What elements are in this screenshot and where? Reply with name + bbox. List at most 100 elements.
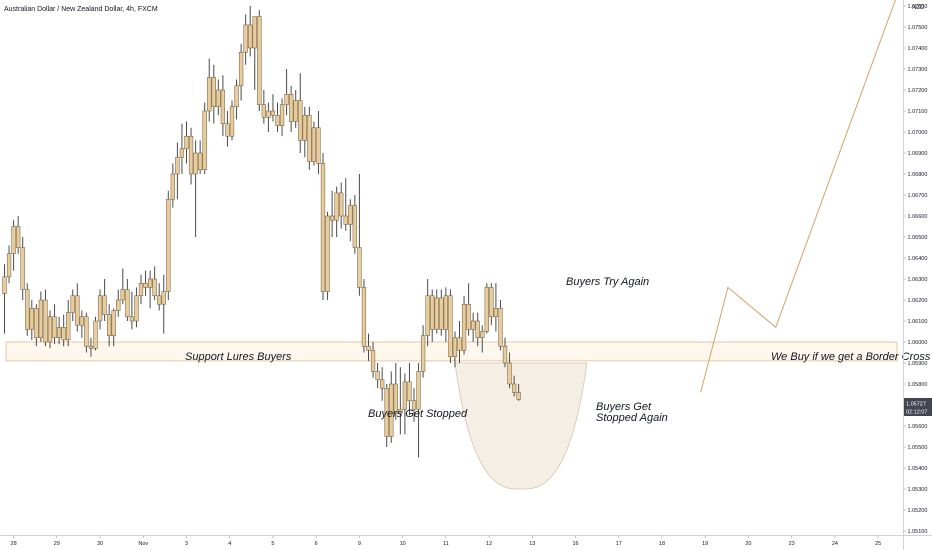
projection-path [700, 0, 896, 393]
candle-body [129, 316, 135, 322]
price-tick-label: 1.06400 [908, 256, 928, 262]
candle [307, 106, 312, 170]
candle-body [88, 345, 94, 349]
candle [6, 245, 12, 284]
time-tick-label: 3 [185, 541, 188, 547]
candle-body [116, 299, 121, 311]
candle-body [161, 291, 166, 305]
candle-body [375, 371, 380, 381]
candle-body [188, 135, 194, 175]
annotation-stopped-again-line1: Buyers Get [596, 401, 652, 413]
time-tick-label: 17 [616, 541, 622, 547]
candle-body [97, 295, 103, 322]
candle [279, 98, 285, 137]
candle-body [307, 114, 312, 162]
time-tick-label: 20 [745, 541, 751, 547]
candle-body [398, 408, 403, 414]
candle-body [466, 303, 471, 330]
candle [125, 279, 130, 321]
candle-body [25, 289, 30, 330]
candle-series [2, 6, 521, 458]
price-axis[interactable]: 1.05100 1.05200 1.05300 1.05400 1.05500 1.056… [903, 4, 928, 535]
candle [170, 163, 175, 208]
time-tick-label: 29 [54, 541, 60, 547]
candle-body [352, 205, 357, 248]
candle-body [248, 24, 253, 49]
candle-body [143, 282, 148, 288]
candle-body [229, 106, 235, 137]
price-tick-label: 1.06300 [908, 277, 928, 283]
candle [352, 195, 357, 254]
time-tick-label: 5 [271, 541, 274, 547]
candle-body [334, 192, 339, 221]
time-tick-label: 10 [400, 541, 406, 547]
candle-body [38, 299, 44, 339]
candle [466, 283, 471, 336]
candle [184, 121, 189, 164]
candle-body [339, 192, 344, 217]
price-tick-label: 1.07000 [908, 130, 928, 136]
candle-body [348, 205, 353, 225]
candle-body [111, 310, 116, 336]
candle [430, 289, 435, 342]
candle-body [275, 114, 280, 126]
candle [507, 352, 512, 389]
candle-body [79, 316, 84, 326]
price-tick-label: 1.06500 [908, 235, 928, 241]
candle-body [125, 289, 130, 318]
candle-body [216, 89, 221, 108]
candle-body [498, 308, 503, 347]
candle-body [493, 308, 499, 318]
candle [402, 373, 408, 435]
candle-body [207, 77, 212, 112]
candle [129, 291, 135, 330]
candle [84, 312, 89, 353]
candle [489, 283, 494, 326]
candle [134, 287, 139, 328]
candle [175, 142, 180, 200]
candle [225, 111, 230, 147]
candle [56, 316, 62, 345]
candle [398, 367, 403, 435]
candle [471, 312, 476, 342]
time-tick-label: 25 [875, 541, 881, 547]
candle-body [302, 114, 307, 141]
candle-body [480, 331, 485, 339]
candle-body [471, 320, 476, 330]
candle [289, 85, 294, 132]
time-tick-label: 19 [702, 541, 708, 547]
time-tick-label: 13 [529, 541, 535, 547]
candle-body [52, 316, 57, 339]
candle [261, 90, 266, 124]
candle-body [152, 278, 157, 297]
candle [143, 270, 148, 296]
time-axis[interactable]: 28 29 30 Nov 3 4 5 6 9 10 11 12 13 16 17 18 19 20 23 24 25 [11, 535, 882, 548]
candle [452, 331, 458, 368]
candle [116, 289, 121, 317]
candle [202, 102, 207, 174]
candle [502, 337, 508, 368]
candle-body [475, 320, 480, 339]
candle-body [252, 16, 257, 49]
last-price-tag: 1.05727 02:12:07 [904, 398, 932, 416]
candle-body [448, 295, 453, 357]
candle-body [184, 135, 189, 150]
candle-body [279, 104, 285, 126]
candle-body [84, 316, 89, 347]
candle [320, 153, 326, 300]
candle [439, 289, 444, 336]
time-tick-label: 23 [789, 541, 795, 547]
price-tick-label: 1.07600 [908, 4, 928, 10]
candle [389, 371, 394, 443]
candle [211, 64, 216, 124]
candle [425, 279, 430, 347]
time-tick-label: 18 [659, 541, 665, 547]
last-price-value: 1.05727 [906, 402, 926, 408]
price-tick-label: 1.05900 [908, 361, 928, 367]
candle [216, 79, 221, 116]
candle-body [107, 314, 112, 336]
price-tick-label: 1.05300 [908, 487, 928, 493]
candle [348, 199, 353, 242]
candle [25, 283, 30, 336]
